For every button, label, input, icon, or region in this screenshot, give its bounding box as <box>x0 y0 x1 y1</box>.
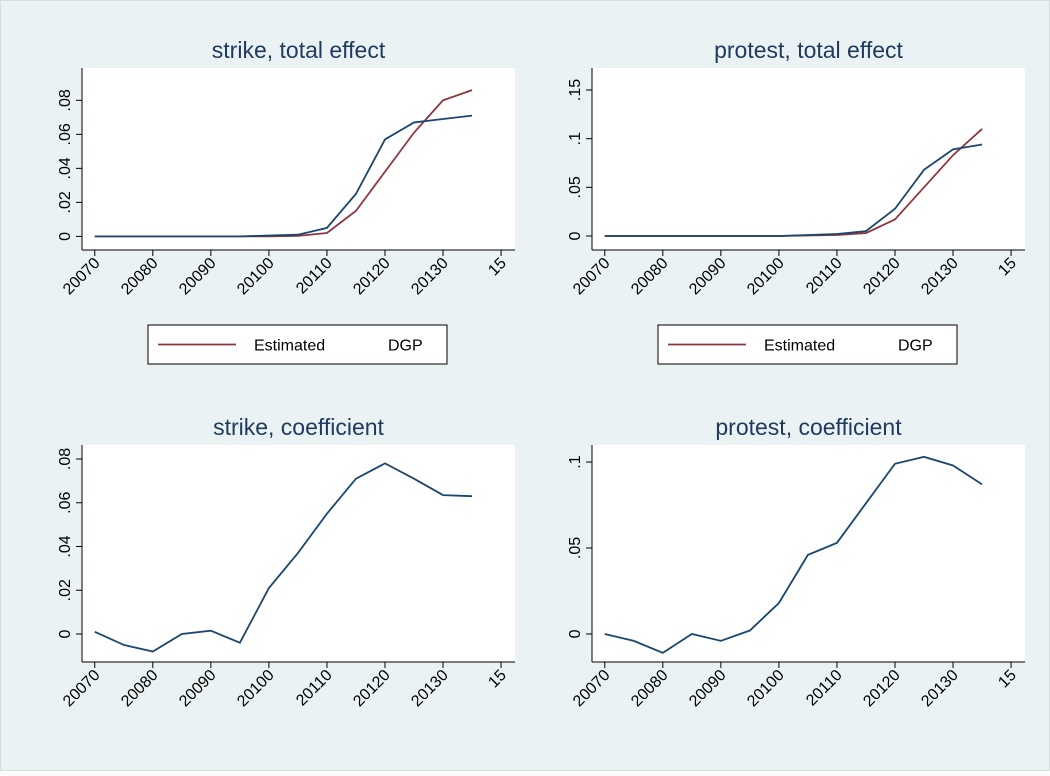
series-line <box>604 143 983 237</box>
series-line <box>94 114 473 238</box>
y-tick-label: .05 <box>567 176 584 198</box>
y-tick-label: .06 <box>57 123 74 145</box>
chart-title: protest, coefficient <box>715 414 902 440</box>
y-tick-label: .08 <box>57 89 74 111</box>
chart-title: strike, coefficient <box>213 414 384 440</box>
y-tick-label: 0 <box>57 629 74 638</box>
plot-area <box>592 445 1025 662</box>
series-line <box>604 455 983 654</box>
y-tick-label: .02 <box>57 191 74 213</box>
y-tick-label: .15 <box>567 79 584 101</box>
legend-label: Estimated <box>764 338 835 355</box>
y-tick-label: .1 <box>567 455 584 468</box>
legend-label: DGP <box>898 338 933 355</box>
y-tick-label: .06 <box>57 492 74 514</box>
chart-title: strike, total effect <box>212 37 386 63</box>
plot-area <box>592 68 1025 250</box>
legend-label: Estimated <box>254 338 325 355</box>
y-tick-label: .1 <box>567 132 584 145</box>
plot-area <box>82 68 515 250</box>
legend-label: DGP <box>388 338 423 355</box>
y-tick-label: 0 <box>567 231 584 240</box>
y-tick-label: .05 <box>567 537 584 559</box>
y-tick-label: .04 <box>57 535 74 557</box>
y-tick-label: .02 <box>57 579 74 601</box>
y-tick-label: 0 <box>567 629 584 638</box>
y-tick-label: .04 <box>57 157 74 179</box>
chart-title: protest, total effect <box>714 37 903 63</box>
series-line <box>94 462 473 653</box>
y-tick-label: .08 <box>57 448 74 470</box>
y-tick-label: 0 <box>57 232 74 241</box>
